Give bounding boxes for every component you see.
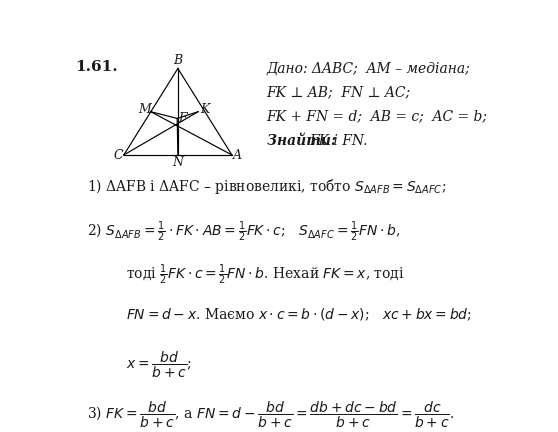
Text: Дано: ΔABC;  AM – медіана;: Дано: ΔABC; AM – медіана; — [267, 62, 470, 76]
Text: $x = \dfrac{bd}{b+c}$;: $x = \dfrac{bd}{b+c}$; — [126, 349, 192, 380]
Text: 1.61.: 1.61. — [75, 60, 118, 74]
Text: F: F — [178, 112, 187, 125]
Text: 1) ΔAFB і ΔAFC – рівновеликі, тобто $S_{\Delta AFB} = S_{\Delta AFC}$;: 1) ΔAFB і ΔAFC – рівновеликі, тобто $S_{… — [87, 177, 446, 196]
Text: A: A — [233, 149, 242, 162]
Text: тоді $\frac{1}{2}FK \cdot c = \frac{1}{2}FN \cdot b$. Нехай $FK = x$, тоді: тоді $\frac{1}{2}FK \cdot c = \frac{1}{2… — [126, 263, 405, 287]
Text: Знайти:: Знайти: — [267, 133, 340, 148]
Text: FK + FN = d;  AB = c;  AC = b;: FK + FN = d; AB = c; AC = b; — [267, 110, 488, 124]
Text: B: B — [174, 54, 182, 67]
Text: $FN = d - x$. Маємо $x \cdot c = b \cdot (d - x)$;   $xc + bx = bd$;: $FN = d - x$. Маємо $x \cdot c = b \cdot… — [126, 306, 472, 323]
Text: M: M — [138, 103, 151, 116]
Text: FK ⊥ AB;  FN ⊥ AC;: FK ⊥ AB; FN ⊥ AC; — [267, 86, 411, 100]
Text: N: N — [172, 156, 184, 169]
Text: 3) $FK = \dfrac{bd}{b+c}$, а $FN = d - \dfrac{bd}{b+c} = \dfrac{db+dc-bd}{b+c} =: 3) $FK = \dfrac{bd}{b+c}$, а $FN = d - \… — [87, 399, 455, 429]
Text: FK і FN.: FK і FN. — [309, 133, 367, 148]
Text: C: C — [114, 149, 123, 162]
Text: 2) $S_{\Delta AFB} = \frac{1}{2} \cdot FK \cdot AB = \frac{1}{2}FK \cdot c$;   $: 2) $S_{\Delta AFB} = \frac{1}{2} \cdot F… — [87, 220, 400, 244]
Text: K: K — [200, 103, 209, 116]
